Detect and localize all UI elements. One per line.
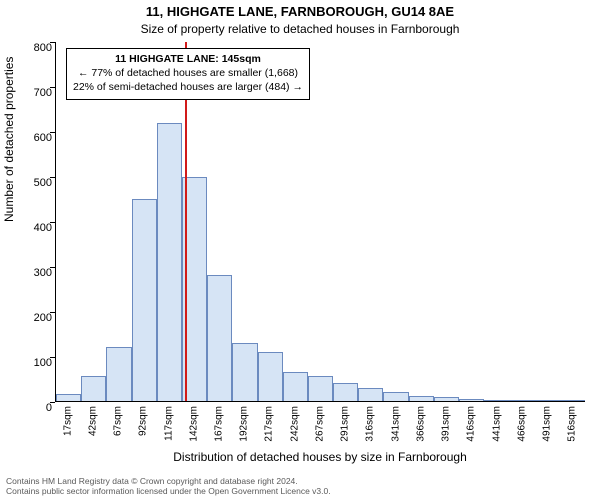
histogram-bar: [132, 199, 157, 401]
histogram-bar: [358, 388, 383, 401]
x-tick: 491sqm: [534, 402, 559, 452]
x-tick-label: 491sqm: [542, 406, 553, 442]
reference-info-box: 11 HIGHGATE LANE: 145sqm ← 77% of detach…: [66, 48, 310, 100]
x-tick-label: 217sqm: [264, 406, 275, 442]
plot-area: 11 HIGHGATE LANE: 145sqm ← 77% of detach…: [55, 42, 585, 402]
y-tick-label: 0: [0, 402, 52, 414]
histogram-bar: [207, 275, 232, 401]
x-tick: 42sqm: [80, 402, 105, 452]
x-tick-label: 391sqm: [441, 406, 452, 442]
x-tick: 341sqm: [383, 402, 408, 452]
histogram-bar: [81, 376, 106, 401]
x-tick-label: 341sqm: [390, 406, 401, 442]
x-tick-label: 67sqm: [113, 406, 124, 436]
footer-line2: Contains public sector information licen…: [6, 486, 596, 496]
property-size-chart: 11, HIGHGATE LANE, FARNBOROUGH, GU14 8AE…: [0, 0, 600, 500]
histogram-bar: [383, 392, 408, 401]
x-tick-label: 142sqm: [188, 406, 199, 442]
x-tick: 142sqm: [181, 402, 206, 452]
x-tick: 217sqm: [257, 402, 282, 452]
x-tick-label: 441sqm: [491, 406, 502, 442]
x-tick-label: 42sqm: [87, 406, 98, 436]
x-tick-label: 117sqm: [163, 406, 174, 441]
x-tick: 267sqm: [307, 402, 332, 452]
histogram-bar: [56, 394, 81, 401]
histogram-bar: [409, 396, 434, 401]
info-box-line2: ← 77% of detached houses are smaller (1,…: [73, 66, 303, 80]
footer-attribution: Contains HM Land Registry data © Crown c…: [6, 476, 596, 496]
chart-title-sub: Size of property relative to detached ho…: [0, 22, 600, 36]
y-tick-label: 100: [0, 357, 52, 369]
x-tick: 366sqm: [408, 402, 433, 452]
x-tick-label: 167sqm: [214, 406, 225, 442]
histogram-bar: [459, 399, 484, 401]
info-box-line3: 22% of semi-detached houses are larger (…: [73, 80, 303, 94]
histogram-bar: [535, 400, 560, 401]
x-tick-label: 466sqm: [516, 406, 527, 442]
x-tick-label: 366sqm: [415, 406, 426, 442]
x-tick: 291sqm: [333, 402, 358, 452]
x-ticks: 17sqm 42sqm 67sqm 92sqm 117sqm 142sqm 167sqm 19…: [55, 402, 585, 452]
x-tick: 316sqm: [358, 402, 383, 452]
histogram-bar: [258, 352, 283, 401]
x-axis-label: Distribution of detached houses by size …: [55, 450, 585, 464]
x-tick-label: 416sqm: [466, 406, 477, 442]
histogram-bar: [434, 397, 459, 401]
x-tick-label: 242sqm: [289, 406, 300, 442]
histogram-bar: [484, 400, 509, 401]
x-tick-label: 291sqm: [340, 406, 351, 442]
histogram-bar: [283, 372, 308, 401]
y-tick-label: 600: [0, 132, 52, 144]
x-tick: 92sqm: [131, 402, 156, 452]
histogram-bar: [560, 400, 585, 401]
y-tick-label: 500: [0, 177, 52, 189]
y-tick-label: 400: [0, 222, 52, 234]
chart-title-main: 11, HIGHGATE LANE, FARNBOROUGH, GU14 8AE: [0, 4, 600, 19]
x-tick: 67sqm: [105, 402, 130, 452]
x-tick: 516sqm: [560, 402, 585, 452]
x-tick-label: 92sqm: [138, 406, 149, 436]
x-tick: 416sqm: [459, 402, 484, 452]
histogram-bar: [509, 400, 534, 401]
histogram-bar: [106, 347, 131, 401]
histogram-bar: [232, 343, 257, 401]
x-tick-label: 267sqm: [314, 406, 325, 442]
x-tick-label: 192sqm: [239, 406, 250, 442]
x-tick: 167sqm: [206, 402, 231, 452]
x-tick: 17sqm: [55, 402, 80, 452]
info-box-title: 11 HIGHGATE LANE: 145sqm: [73, 52, 303, 66]
footer-line1: Contains HM Land Registry data © Crown c…: [6, 476, 596, 486]
histogram-bar: [308, 376, 333, 401]
x-tick: 466sqm: [509, 402, 534, 452]
histogram-bar: [157, 123, 182, 401]
histogram-bar: [333, 383, 358, 401]
x-tick: 117sqm: [156, 402, 181, 452]
x-tick-label: 17sqm: [62, 406, 73, 436]
y-tick-label: 800: [0, 42, 52, 54]
y-tick-label: 200: [0, 312, 52, 324]
x-tick: 441sqm: [484, 402, 509, 452]
y-tick-label: 700: [0, 87, 52, 99]
x-tick-label: 516sqm: [567, 406, 578, 442]
x-tick: 242sqm: [282, 402, 307, 452]
y-tick-label: 300: [0, 267, 52, 279]
x-tick: 391sqm: [434, 402, 459, 452]
x-tick: 192sqm: [232, 402, 257, 452]
x-tick-label: 316sqm: [365, 406, 376, 442]
